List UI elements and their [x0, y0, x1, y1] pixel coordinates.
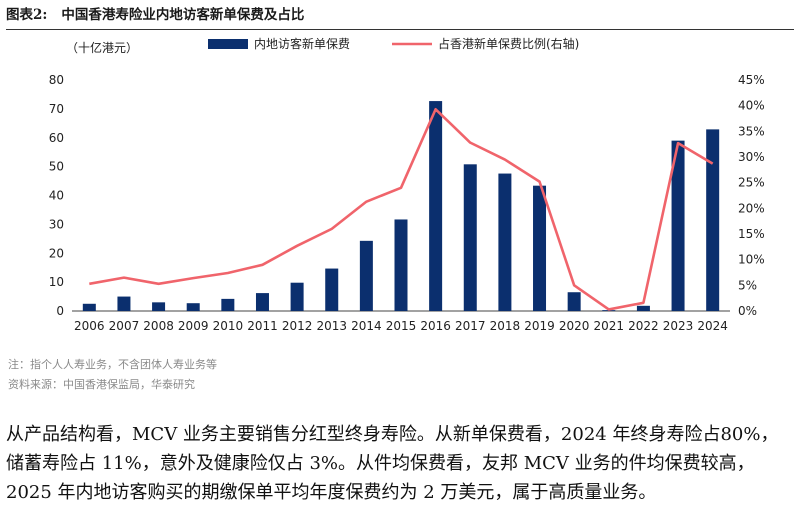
legend-label-bar: 内地访客新单保费 [254, 36, 350, 51]
y-left-tick-label: 10 [49, 275, 64, 289]
legend-swatch-bar [208, 39, 248, 49]
bar-2007 [117, 296, 131, 311]
bar-2023 [671, 140, 685, 311]
x-tick-label: 2010 [213, 319, 244, 333]
legend: 内地访客新单保费 占香港新单保费比例(右轴) [208, 36, 579, 51]
y-left-tick-label: 70 [49, 102, 64, 116]
bar-2022 [636, 305, 650, 311]
chart-source: 资料来源：中国香港保监局，华泰研究 [8, 378, 195, 391]
y-right-tick-label: 0% [738, 304, 757, 318]
y-right-tick-label: 5% [738, 278, 757, 292]
x-tick-label: 2011 [247, 319, 278, 333]
x-tick-label: 2022 [628, 319, 659, 333]
y-right-tick-label: 40% [738, 99, 765, 113]
x-tick-label: 2015 [386, 319, 417, 333]
bar-2020 [567, 292, 581, 311]
y-right-tick-label: 15% [738, 227, 765, 241]
x-tick-label: 2018 [490, 319, 521, 333]
y-left-tick-label: 40 [49, 189, 64, 203]
x-tick-label: 2016 [420, 319, 451, 333]
x-tick-label: 2023 [663, 319, 694, 333]
bar-2015 [394, 219, 408, 311]
x-tick-label: 2024 [697, 319, 728, 333]
x-tick-label: 2014 [351, 319, 382, 333]
combo-chart: 0 10 20 30 40 50 60 70 80 0% 5% 10% 15% 20% 25% 30% 35%… [49, 36, 765, 333]
x-tick-label: 2020 [559, 319, 590, 333]
bar-2018 [498, 173, 512, 311]
figure-title-text: 中国香港寿险业内地访客新单保费及占比 [61, 7, 305, 23]
bar-2009 [186, 303, 200, 311]
x-tick-label: 2017 [455, 319, 486, 333]
x-tick-label: 2012 [282, 319, 313, 333]
right-axis: 0% 5% 10% 15% 20% 25% 30% 35% 40% 45% [738, 73, 765, 318]
bar-2012 [290, 282, 304, 311]
y-right-tick-label: 35% [738, 124, 765, 138]
x-tick-label: 2019 [524, 319, 555, 333]
x-tick-label: 2009 [178, 319, 209, 333]
x-axis: 2006 2007 2008 2009 2010 2011 2012 2013 2014 2015… [74, 319, 728, 333]
left-axis: 0 10 20 30 40 50 60 70 80 [49, 73, 730, 318]
y-right-tick-label: 45% [738, 73, 765, 87]
y-left-tick-label: 0 [56, 304, 64, 318]
bar-2008 [152, 302, 166, 311]
legend-label-line: 占香港新单保费比例(右轴) [438, 36, 579, 51]
y-left-tick-label: 60 [49, 131, 64, 145]
body-paragraph: 从产品结构看，MCV 业务主要销售分红型终身寿险。从新单保费看，2024 年终身… [6, 424, 779, 503]
y-left-tick-label: 30 [49, 217, 64, 231]
x-tick-label: 2008 [143, 319, 174, 333]
bar-2010 [221, 298, 235, 311]
x-tick-label: 2021 [594, 319, 625, 333]
x-tick-label: 2013 [316, 319, 347, 333]
line-series [89, 107, 714, 311]
chart-note: 注：指个人人寿业务，不含团体人寿业务等 [8, 358, 217, 371]
figure-title: 图表2: 中国香港寿险业内地访客新单保费及占比 [6, 2, 794, 28]
y-left-tick-label: 50 [49, 160, 64, 174]
unit-label: （十亿港元） [66, 40, 138, 55]
x-tick-label: 2006 [74, 319, 105, 333]
y-right-tick-label: 25% [738, 176, 765, 190]
x-tick-label: 2007 [109, 319, 140, 333]
y-right-tick-label: 30% [738, 150, 765, 164]
bar-2019 [533, 185, 547, 311]
y-left-tick-label: 80 [49, 73, 64, 87]
y-right-tick-label: 20% [738, 201, 765, 215]
bar-2006 [82, 303, 96, 311]
bar-2016 [429, 101, 443, 311]
bar-2017 [463, 164, 477, 311]
bar-2013 [325, 268, 339, 311]
figure-label: 图表2: [6, 7, 48, 23]
bar-series [82, 101, 720, 311]
bar-2014 [359, 240, 373, 311]
bar-2011 [255, 293, 269, 311]
y-right-tick-label: 10% [738, 253, 765, 267]
y-left-tick-label: 20 [49, 246, 64, 260]
title-divider [6, 29, 794, 30]
bar-2024 [706, 129, 720, 311]
